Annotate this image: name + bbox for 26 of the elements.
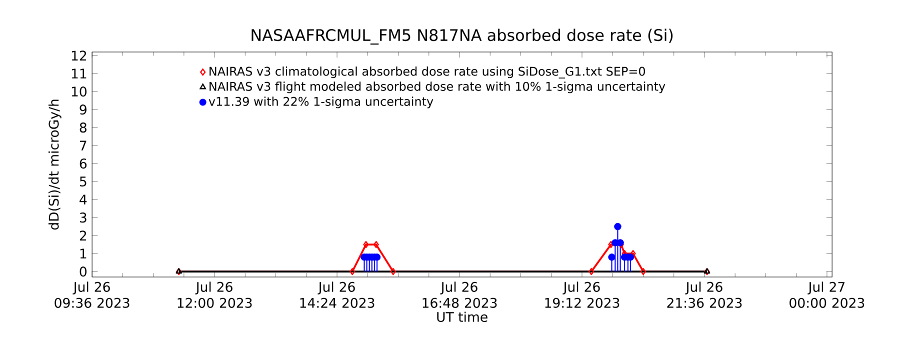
legend-label: v11.39 with 22% 1-sigma uncertainty (208, 96, 434, 108)
y-tick-label: 1 (80, 248, 86, 258)
x-tick-label: Jul 26 19:12 2023 (545, 282, 620, 308)
x-axis-title: UT time (437, 312, 488, 322)
x-tick-label: Jul 26 16:48 2023 (422, 282, 497, 308)
y-tick-label: 12 (72, 50, 86, 61)
y-tick-label: 9 (80, 104, 86, 115)
y-tick-label: 11 (72, 68, 86, 78)
y-tick-label: 7 (80, 140, 86, 150)
chart-title: NASAAFRCMUL_FM5 N817NA absorbed dose rate (Si) (252, 28, 673, 45)
y-tick-label: 6 (80, 158, 87, 169)
y-tick-label: 10 (72, 86, 87, 97)
y-tick-label: 5 (80, 176, 86, 187)
y-axis-title: dD(Si)/dt microGy/h (48, 100, 62, 230)
y-tick-label: 0 (80, 266, 87, 277)
x-tick-label: Jul 27 00:00 2023 (790, 282, 864, 308)
legend-label: NAIRAS v3 climatological absorbed dose rate using SiDose_G1.txt SEP=0 (210, 66, 646, 78)
y-tick-label: 8 (80, 122, 86, 133)
x-tick-label: Jul 26 09:36 2023 (54, 282, 130, 308)
x-tick-label: Jul 26 14:24 2023 (300, 282, 374, 308)
y-tick-label: 3 (80, 212, 86, 223)
y-tick-label: 4 (80, 194, 87, 204)
legend-label: NAIRAS v3 flight modeled absorbed dose rate with 10% 1-sigma uncertainty (210, 82, 666, 94)
x-tick-label: Jul 26 12:00 2023 (178, 282, 252, 308)
x-tick-label: Jul 26 21:36 2023 (667, 282, 742, 308)
y-tick-label: 2 (80, 230, 86, 241)
